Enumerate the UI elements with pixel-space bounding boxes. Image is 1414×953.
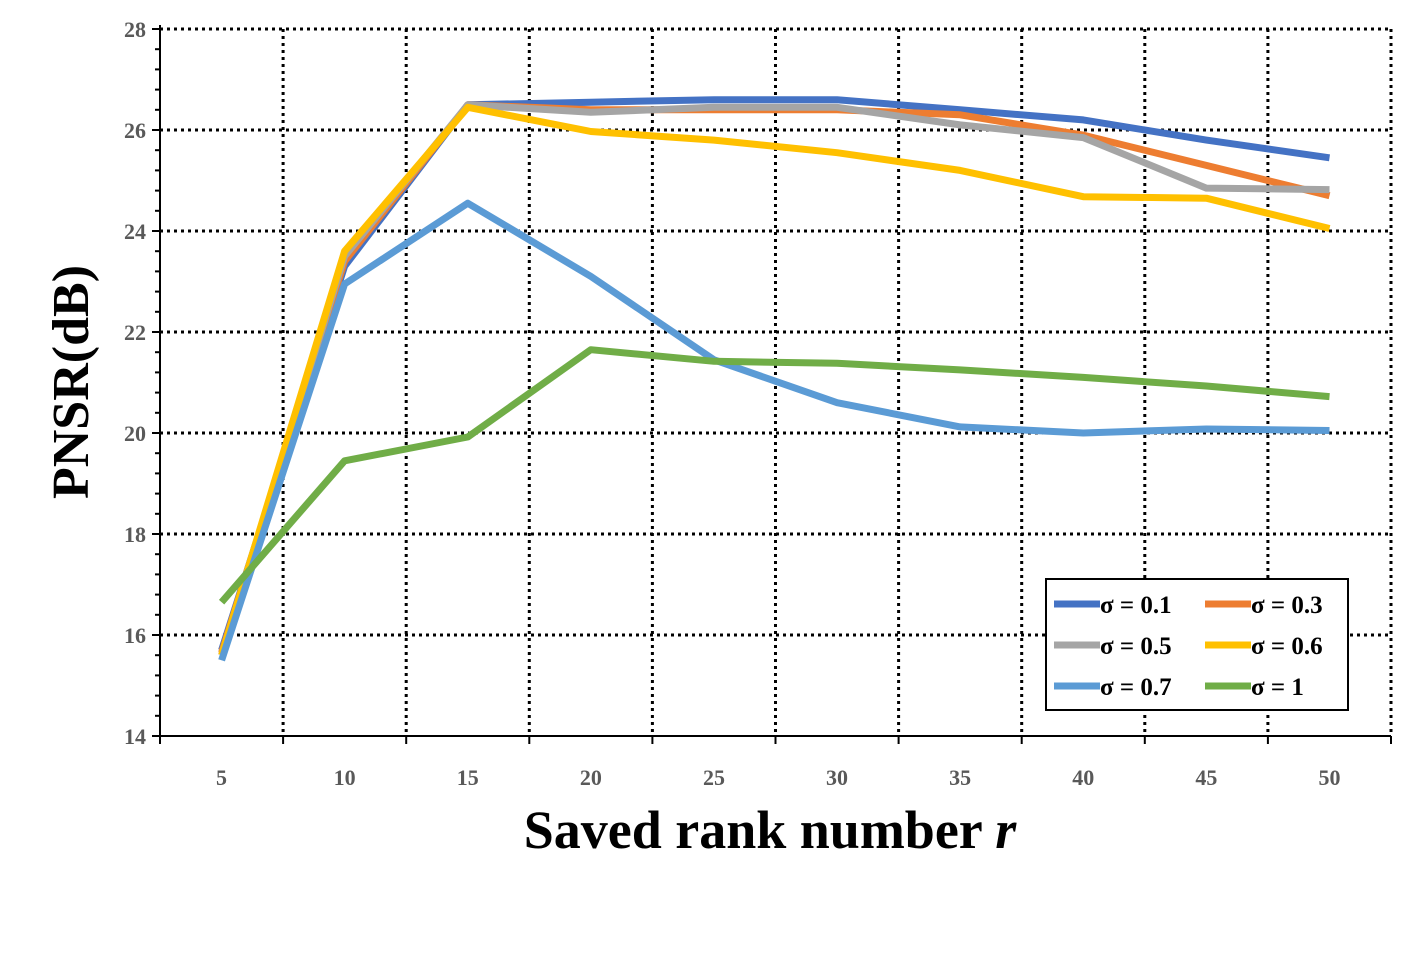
legend: σ = 0.1 σ = 0.3 σ = 0.5 σ = 0.6 σ = 0.7 σ = 1	[1045, 578, 1349, 711]
legend-label: σ = 0.1	[1100, 592, 1172, 619]
x-tick-label: 10	[334, 765, 356, 790]
y-tick-label: 22	[124, 320, 146, 345]
legend-label: σ = 1	[1251, 674, 1304, 701]
legend-label: σ = 0.5	[1100, 633, 1172, 660]
x-tick-label: 50	[1318, 765, 1340, 790]
y-axis-title: PNSR(dB)	[43, 265, 100, 499]
tick-labels: 14 16 18 20 22 24 26 28 5 10 15 20 25 30 35 40 45 50	[124, 17, 1340, 790]
y-tick-label: 24	[124, 219, 146, 244]
x-tick-label: 40	[1072, 765, 1094, 790]
series-line	[218, 199, 1330, 662]
x-tick-label: 20	[580, 765, 602, 790]
x-tick-label: 35	[949, 765, 971, 790]
series-line	[218, 103, 1331, 657]
x-tick-label: 5	[216, 765, 227, 790]
y-tick-label: 18	[124, 522, 146, 547]
x-tick-label: 25	[703, 765, 725, 790]
y-tick-label: 14	[124, 724, 146, 749]
data-series	[218, 96, 1331, 662]
x-tick-label: 15	[457, 765, 479, 790]
y-tick-label: 16	[124, 623, 146, 648]
x-axis-title-text: Saved rank number	[524, 800, 996, 860]
axes	[152, 25, 1392, 744]
legend-label: σ = 0.7	[1100, 674, 1172, 701]
x-axis-title: Saved rank number r	[524, 800, 1018, 860]
y-tick-label: 26	[124, 118, 146, 143]
x-axis-title-variable: r	[995, 800, 1017, 860]
legend-label: σ = 0.6	[1251, 633, 1323, 660]
y-tick-label: 20	[124, 421, 146, 446]
x-tick-label: 30	[826, 765, 848, 790]
legend-label: σ = 0.3	[1251, 592, 1323, 619]
legend-items: σ = 0.1 σ = 0.3 σ = 0.5 σ = 0.6 σ = 0.7 σ = 1	[1054, 592, 1323, 701]
y-tick-label: 28	[124, 17, 146, 42]
series-line	[218, 346, 1330, 605]
x-tick-label: 45	[1195, 765, 1217, 790]
